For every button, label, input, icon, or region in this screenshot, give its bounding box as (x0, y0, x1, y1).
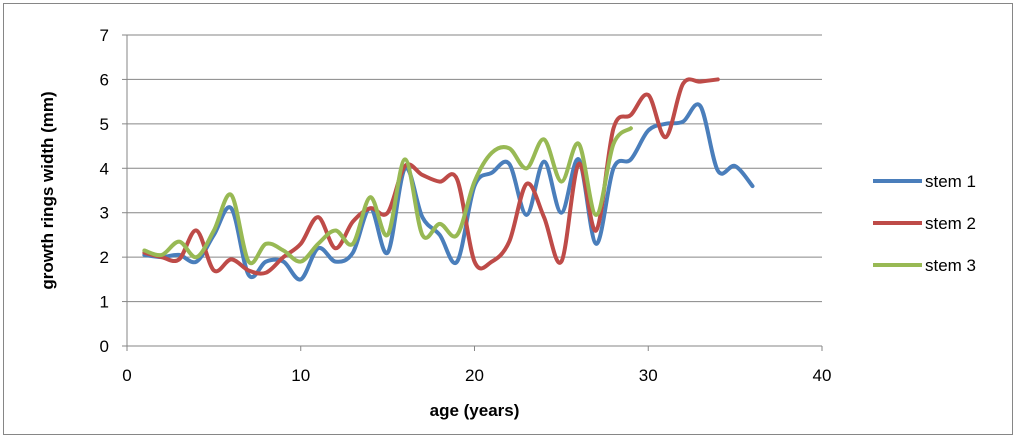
y-tick-label: 5 (100, 115, 109, 134)
legend: stem 1 stem 2 stem 3 (873, 172, 976, 275)
chart-frame (3, 3, 1013, 435)
axes (122, 34, 823, 351)
series-line-2 (142, 77, 720, 276)
x-tick-label: 10 (291, 366, 310, 385)
legend-label-3: stem 3 (925, 256, 976, 275)
y-tick-label: 4 (100, 159, 109, 178)
y-tick-label: 0 (100, 337, 109, 356)
y-tick-label: 6 (100, 70, 109, 89)
x-tick-label: 0 (122, 366, 131, 385)
legend-label-1: stem 1 (925, 172, 976, 191)
series-line-3 (142, 126, 633, 266)
x-tick-label: 30 (639, 366, 658, 385)
x-tick-label: 40 (813, 366, 832, 385)
tick-labels: 0 1 2 3 4 5 6 7 0 10 20 30 40 (100, 26, 832, 385)
y-tick-label: 3 (100, 204, 109, 223)
y-tick-label: 7 (100, 26, 109, 45)
series-lines (142, 77, 755, 282)
x-tick-label: 20 (465, 366, 484, 385)
y-tick-label: 1 (100, 293, 109, 312)
x-axis-title: age (years) (430, 401, 520, 420)
legend-label-2: stem 2 (925, 214, 976, 233)
series-line-1 (142, 102, 755, 282)
y-axis-title: growth rings width (mm) (38, 91, 57, 289)
y-tick-label: 2 (100, 248, 109, 267)
